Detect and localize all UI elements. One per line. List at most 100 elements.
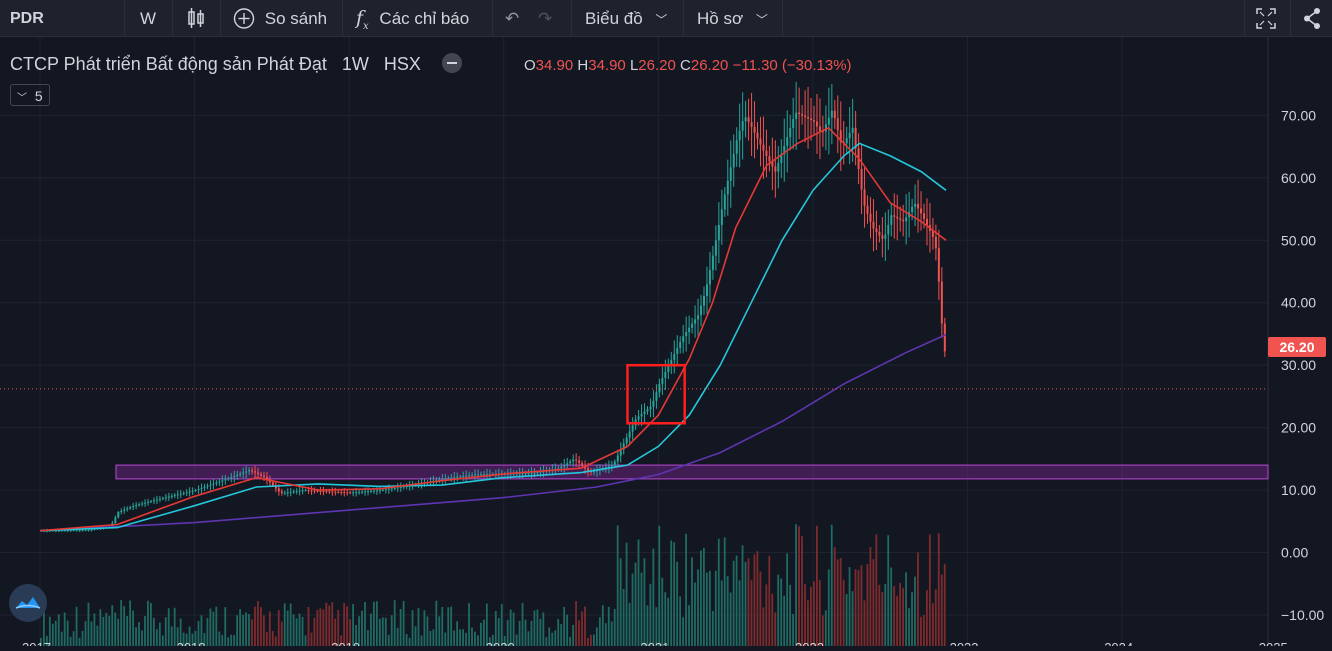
volume-bar — [355, 624, 357, 646]
fullscreen-icon[interactable] — [1255, 0, 1277, 37]
candle-body — [444, 478, 447, 480]
volume-bar — [607, 606, 610, 646]
volume-bar — [298, 613, 301, 646]
volume-bar — [720, 580, 723, 646]
candle-body — [141, 503, 144, 505]
time-tick-label: 2023 — [950, 640, 979, 646]
volume-bar — [899, 582, 902, 646]
candle-body — [652, 400, 655, 407]
volume-bar — [572, 624, 574, 646]
candle-body — [729, 167, 732, 181]
volume-bar — [884, 583, 887, 646]
candle-body — [337, 491, 340, 493]
share-icon[interactable] — [1302, 0, 1322, 37]
profile-menu-button[interactable]: Hồ sơ ﹀ — [697, 0, 768, 37]
volume-bar — [914, 576, 916, 646]
volume-bar — [575, 601, 577, 646]
candle-body — [717, 224, 720, 241]
volume-bar — [93, 613, 96, 646]
volume-bar — [474, 631, 476, 646]
candle-body — [756, 132, 759, 139]
volume-bar — [120, 600, 123, 646]
candle-body — [170, 495, 173, 497]
collapse-legend-icon[interactable] — [441, 53, 462, 73]
candles-icon[interactable] — [186, 0, 206, 37]
volume-bar — [349, 619, 351, 646]
interval-button[interactable]: W — [140, 9, 157, 28]
volume-bar — [937, 533, 940, 646]
volume-bar — [384, 617, 387, 646]
candle-body — [860, 169, 863, 190]
candle-body — [869, 213, 872, 222]
volume-bar — [185, 633, 188, 646]
indicators-toggle[interactable]: ﹀ 5 — [10, 84, 50, 106]
volume-bar — [66, 620, 69, 646]
candle-body — [827, 117, 830, 125]
volume-bar — [138, 622, 140, 646]
volume-bar — [786, 553, 789, 646]
volume-bar — [337, 610, 340, 646]
chart-menu-button[interactable]: Biểu đồ ﹀ — [585, 0, 667, 37]
candle-body — [152, 500, 155, 502]
undo-icon[interactable]: ↶ — [505, 9, 520, 28]
top-toolbar: PDR W So sánh fx Các chỉ báo ↶ ↷ Biểu đồ… — [0, 0, 1332, 37]
volume-bar — [313, 617, 316, 646]
candle-body — [468, 475, 471, 477]
volume-bar — [161, 635, 164, 646]
candle-body — [682, 336, 685, 342]
volume-bar — [468, 603, 470, 646]
candle-body — [658, 383, 661, 393]
indicators-button[interactable]: fx Các chỉ báo — [356, 0, 469, 37]
volume-bar — [506, 619, 509, 646]
volume-bar — [792, 613, 794, 646]
candle-body — [75, 530, 78, 532]
candle-body — [447, 478, 450, 480]
volume-bar — [209, 608, 212, 646]
candle-body — [310, 490, 313, 492]
compare-button[interactable]: So sánh — [232, 0, 327, 37]
volume-bar — [488, 637, 491, 646]
volume-bar — [676, 561, 679, 646]
tradingview-logo[interactable] — [9, 584, 47, 622]
open-value: 34.90 — [535, 57, 574, 74]
volume-bar — [84, 621, 87, 646]
candle-body — [622, 443, 625, 450]
candle-body — [387, 488, 390, 490]
candle-body — [206, 485, 209, 487]
volume-bar — [705, 572, 708, 646]
candle-body — [592, 471, 595, 473]
volume-bar — [328, 605, 331, 646]
candle-body — [138, 504, 141, 506]
price-chart[interactable]: 70.00 60.00 50.00 40.00 30.00 20.00 10.00 0.00 −… — [0, 37, 1332, 651]
volume-bar — [893, 586, 896, 646]
volume-bar — [268, 611, 271, 646]
ma-slow-line — [39, 333, 947, 532]
redo-icon[interactable]: ↷ — [538, 9, 553, 28]
volume-bar — [658, 525, 661, 646]
chart-pane[interactable]: 70.00 60.00 50.00 40.00 30.00 20.00 10.00 0.00 −… — [0, 37, 1332, 651]
candle-body — [890, 215, 893, 225]
candle-body — [863, 189, 866, 206]
legend-interval: 1W — [341, 54, 369, 74]
volume-bar — [399, 609, 402, 646]
candle-body — [688, 327, 691, 333]
candle-body — [851, 127, 854, 133]
volume-bar — [931, 603, 934, 646]
candle-body — [685, 332, 688, 337]
candle-body — [524, 473, 527, 475]
time-tick-label: 2018 — [177, 640, 206, 646]
volume-bar — [795, 524, 797, 646]
volume-bar — [854, 569, 857, 646]
volume-bar — [48, 616, 51, 646]
volume-bar — [661, 577, 664, 646]
volume-bar — [334, 618, 337, 646]
candle-body — [557, 468, 560, 470]
candle-body — [738, 130, 741, 141]
toolbar-divider — [492, 0, 493, 37]
candle-body — [343, 492, 346, 494]
symbol-search-button[interactable]: PDR — [10, 10, 44, 27]
candle-body — [872, 221, 875, 229]
volume-bar — [711, 611, 714, 646]
volume-bar — [741, 545, 744, 646]
volume-bar — [396, 627, 399, 646]
